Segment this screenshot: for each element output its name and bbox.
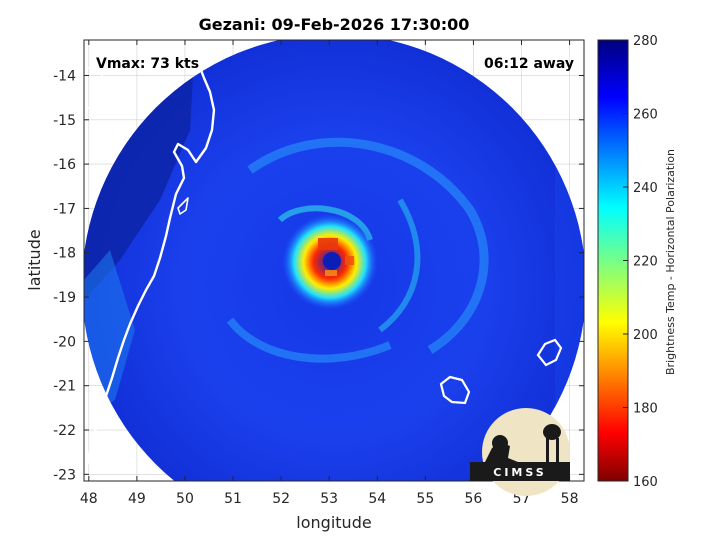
axes-frame	[83, 39, 585, 482]
coastline-islands	[439, 338, 563, 405]
y-tick-label: -17	[53, 201, 76, 217]
x-tick-label: 53	[320, 491, 338, 507]
colorbar-tick-label: 220	[633, 255, 658, 270]
time-away-annotation: 06:12 away	[484, 56, 574, 72]
x-tick-label: 56	[465, 491, 483, 507]
x-tick-label: 49	[128, 491, 146, 507]
x-tick-label: 55	[416, 491, 434, 507]
x-tick-label: 50	[176, 491, 194, 507]
x-tick-label: 48	[80, 491, 98, 507]
chart-title: Gezani: 09-Feb-2026 17:30:00	[199, 15, 470, 34]
y-tick-label: -16	[53, 157, 76, 173]
x-tick-label: 52	[272, 491, 290, 507]
cimss-logo-text: CIMSS	[493, 466, 546, 479]
colorbar-tick-label: 260	[633, 108, 658, 123]
colorbar-tick-label: 160	[633, 475, 658, 490]
y-tick-label: -22	[53, 423, 76, 439]
x-tick-label: 54	[368, 491, 386, 507]
colorbar-tick-label: 280	[633, 34, 658, 49]
y-tick-label: -15	[53, 113, 76, 129]
colorbar-tick-label: 200	[633, 328, 658, 343]
coastline	[84, 40, 216, 481]
vmax-annotation: Vmax: 73 kts	[96, 56, 199, 72]
y-tick-label: -18	[53, 246, 76, 262]
y-tick-label: -19	[53, 290, 76, 306]
y-tick-label: -21	[53, 379, 76, 395]
colorbar-tick-label: 240	[633, 181, 658, 196]
cimss-logo: CIMSS	[470, 408, 570, 496]
colorbar-ticks: 160 180 200 220 240 260 280	[623, 34, 658, 490]
x-tick-label: 51	[224, 491, 242, 507]
y-tick-label: -14	[53, 68, 76, 84]
x-tick-label: 58	[561, 491, 579, 507]
x-axis-label: longitude	[296, 513, 371, 532]
y-axis-label: latitude	[25, 229, 44, 290]
plot-area	[84, 40, 584, 481]
y-tick-label: -23	[53, 467, 76, 483]
colorbar-tick-label: 180	[633, 402, 658, 417]
y-tick-label: -20	[53, 334, 76, 350]
colorbar-label: Brightness Temp - Horizontal Polarizatio…	[664, 149, 677, 375]
